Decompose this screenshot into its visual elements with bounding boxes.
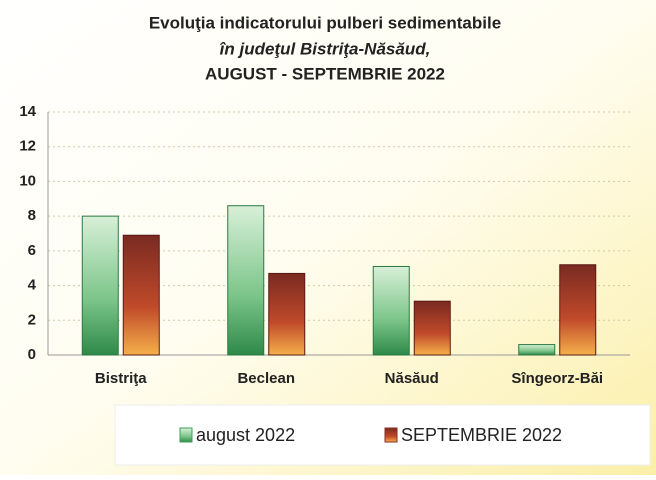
y-tick-label: 14	[19, 103, 36, 120]
y-tick-label: 4	[28, 277, 37, 294]
legend-swatch	[179, 427, 193, 443]
y-tick-label: 6	[28, 242, 36, 259]
chart-title: Evoluţia indicatorului pulberi sedimenta…	[149, 13, 501, 32]
legend-label: august 2022	[196, 425, 295, 445]
bar	[227, 205, 265, 356]
x-tick-label: Bistriţa	[95, 370, 147, 387]
y-tick-label: 10	[19, 172, 36, 189]
x-tick-label: Năsăud	[385, 370, 439, 387]
legend-swatch	[384, 427, 398, 443]
y-tick-label: 8	[28, 207, 36, 224]
bar	[268, 272, 306, 356]
bar	[122, 234, 160, 356]
legend-label: SEPTEMBRIE 2022	[401, 425, 562, 445]
bar	[372, 265, 410, 356]
bar	[559, 264, 597, 356]
chart-title: AUGUST - SEPTEMBRIE 2022	[205, 64, 445, 83]
y-tick-label: 12	[19, 138, 36, 155]
bar	[413, 300, 451, 356]
y-tick-label: 2	[28, 311, 36, 328]
bar	[81, 215, 119, 356]
legend-box	[114, 404, 651, 466]
x-tick-label: Beclean	[237, 370, 295, 387]
x-tick-label: Sîngeorz-Băi	[511, 370, 603, 387]
y-tick-label: 0	[28, 346, 36, 363]
chart-title: în judeţul Bistriţa-Năsăud,	[220, 39, 431, 58]
bar	[518, 344, 556, 356]
